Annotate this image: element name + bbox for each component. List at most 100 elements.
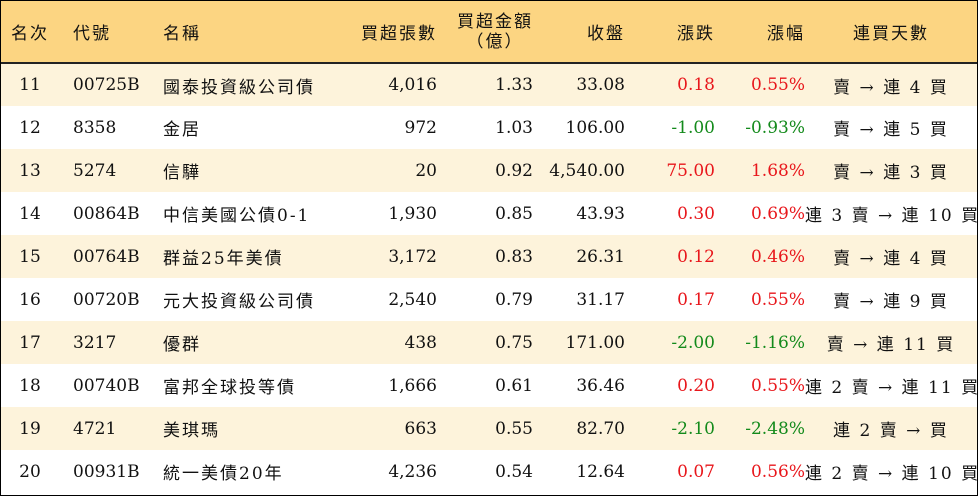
table-row: 20 00931B 統一美債20年 4,236 0.54 12.64 0.07 0.56% 連 … <box>1 450 977 493</box>
cell-change: -1.00 <box>671 117 715 138</box>
header-name: 名稱 <box>163 24 201 44</box>
cell-days: 賣 → 連 4 買 <box>833 249 949 269</box>
cell-name: 群益25年美債 <box>163 249 284 269</box>
cell-amount: 0.79 <box>495 289 533 310</box>
cell-amount: 0.83 <box>495 246 533 267</box>
cell-code: 8358 <box>73 117 117 138</box>
cell-rank: 12 <box>19 117 41 138</box>
cell-amount: 0.61 <box>495 375 533 396</box>
cell-close: 43.93 <box>576 203 625 224</box>
table-header-row: 名次 代號 名稱 買超張數 買超金額 （億） 收盤 漲跌 漲幅 連買天數 <box>1 1 977 63</box>
cell-amount: 0.92 <box>495 160 533 181</box>
cell-change-pct: 0.55% <box>750 75 805 95</box>
cell-days: 連 3 賣 → 連 10 買 <box>805 206 977 226</box>
cell-close: 171.00 <box>565 332 625 353</box>
cell-close: 106.00 <box>565 117 625 138</box>
cell-volume: 1,930 <box>388 203 437 224</box>
cell-code: 4721 <box>73 418 117 439</box>
cell-change-pct: 0.56% <box>750 461 805 482</box>
cell-change: 0.07 <box>677 461 715 482</box>
cell-rank: 13 <box>19 160 41 181</box>
cell-volume: 4,016 <box>388 75 437 95</box>
cell-rank: 15 <box>19 246 41 267</box>
table-row: 11 00725B 國泰投資級公司債 4,016 1.33 33.08 0.18 0.55% 賣… <box>1 63 977 106</box>
cell-amount: 0.85 <box>495 203 533 224</box>
cell-name: 金居 <box>163 120 201 140</box>
cell-amount: 0.54 <box>495 461 533 482</box>
cell-days: 賣 → 連 9 買 <box>833 292 949 312</box>
cell-volume: 20 <box>415 160 437 181</box>
header-change-pct: 漲幅 <box>767 24 805 44</box>
cell-volume: 972 <box>404 117 437 138</box>
header-volume: 買超張數 <box>361 24 437 44</box>
cell-volume: 438 <box>404 332 437 353</box>
cell-change-pct: 0.55% <box>750 375 805 396</box>
cell-days: 連 2 賣 → 連 10 買 <box>805 464 977 484</box>
cell-change: 0.17 <box>677 289 715 310</box>
cell-change: 0.30 <box>677 203 715 224</box>
header-days: 連買天數 <box>853 24 929 44</box>
cell-change-pct: -2.48% <box>745 418 805 439</box>
table-row: 14 00864B 中信美國公債0-1 1,930 0.85 43.93 0.30 0.69%… <box>1 192 977 235</box>
cell-change: 0.20 <box>677 375 715 396</box>
cell-code: 00764B <box>73 246 140 267</box>
cell-change: 0.18 <box>677 75 715 95</box>
cell-name: 元大投資級公司債 <box>163 292 315 312</box>
cell-code: 00931B <box>73 461 140 482</box>
header-amount-line1: 買超金額 <box>457 11 533 32</box>
cell-change: -2.00 <box>671 332 715 353</box>
cell-volume: 663 <box>404 418 437 439</box>
cell-code: 5274 <box>73 160 117 181</box>
cell-code: 00720B <box>73 289 140 310</box>
cell-amount: 0.75 <box>495 332 533 353</box>
cell-change: 75.00 <box>666 160 715 181</box>
cell-name: 優群 <box>163 335 201 355</box>
cell-volume: 4,236 <box>388 461 437 482</box>
cell-amount: 0.55 <box>495 418 533 439</box>
table-row: 16 00720B 元大投資級公司債 2,540 0.79 31.17 0.17 0.55% 賣… <box>1 278 977 321</box>
cell-name: 統一美債20年 <box>163 464 284 484</box>
header-rank: 名次 <box>11 24 49 44</box>
cell-close: 33.08 <box>576 75 625 95</box>
cell-days: 連 2 賣 → 買 <box>833 421 949 441</box>
cell-change-pct: 0.55% <box>750 289 805 310</box>
cell-days: 賣 → 連 11 買 <box>826 335 956 355</box>
cell-change: -2.10 <box>671 418 715 439</box>
cell-days: 賣 → 連 3 買 <box>833 163 949 183</box>
cell-change-pct: -0.93% <box>745 117 805 138</box>
cell-amount: 1.03 <box>495 117 533 138</box>
cell-rank: 17 <box>19 332 41 353</box>
cell-days: 賣 → 連 5 買 <box>833 120 949 140</box>
cell-change-pct: 0.46% <box>750 246 805 267</box>
cell-rank: 18 <box>19 375 41 396</box>
cell-change: 0.12 <box>677 246 715 267</box>
cell-volume: 3,172 <box>388 246 437 267</box>
header-amount-line2: （億） <box>466 31 524 52</box>
cell-close: 36.46 <box>576 375 625 396</box>
cell-days: 連 2 賣 → 連 11 買 <box>805 378 977 398</box>
table-row: 12 8358 金居 972 1.03 106.00 -1.00 -0.93% 賣 → 連 5 … <box>1 106 977 149</box>
table-body: 11 00725B 國泰投資級公司債 4,016 1.33 33.08 0.18 0.55% 賣… <box>1 63 977 493</box>
cell-code: 00864B <box>73 203 140 224</box>
cell-change-pct: -1.16% <box>745 332 805 353</box>
table-row: 18 00740B 富邦全球投等債 1,666 0.61 36.46 0.20 0.55% 連 … <box>1 364 977 407</box>
header-amount: 買超金額 （億） <box>437 1 533 63</box>
cell-rank: 14 <box>19 203 41 224</box>
table-row: 15 00764B 群益25年美債 3,172 0.83 26.31 0.12 0.46% 賣 … <box>1 235 977 278</box>
cell-days: 賣 → 連 4 買 <box>833 77 949 98</box>
cell-rank: 20 <box>19 461 41 482</box>
cell-close: 12.64 <box>576 461 625 482</box>
table-row: 13 5274 信驊 20 0.92 4,540.00 75.00 1.68% 賣 → 連 3 … <box>1 149 977 192</box>
header-code: 代號 <box>73 24 111 44</box>
table-row: 17 3217 優群 438 0.75 171.00 -2.00 -1.16% 賣 → 連 11… <box>1 321 977 364</box>
cell-code: 00740B <box>73 375 140 396</box>
cell-close: 26.31 <box>576 246 625 267</box>
cell-rank: 11 <box>19 75 41 95</box>
cell-close: 4,540.00 <box>549 160 625 181</box>
cell-name: 美琪瑪 <box>163 421 220 441</box>
cell-name: 中信美國公債0-1 <box>163 206 311 226</box>
cell-code: 00725B <box>73 75 140 95</box>
cell-volume: 2,540 <box>388 289 437 310</box>
cell-code: 3217 <box>73 332 117 353</box>
